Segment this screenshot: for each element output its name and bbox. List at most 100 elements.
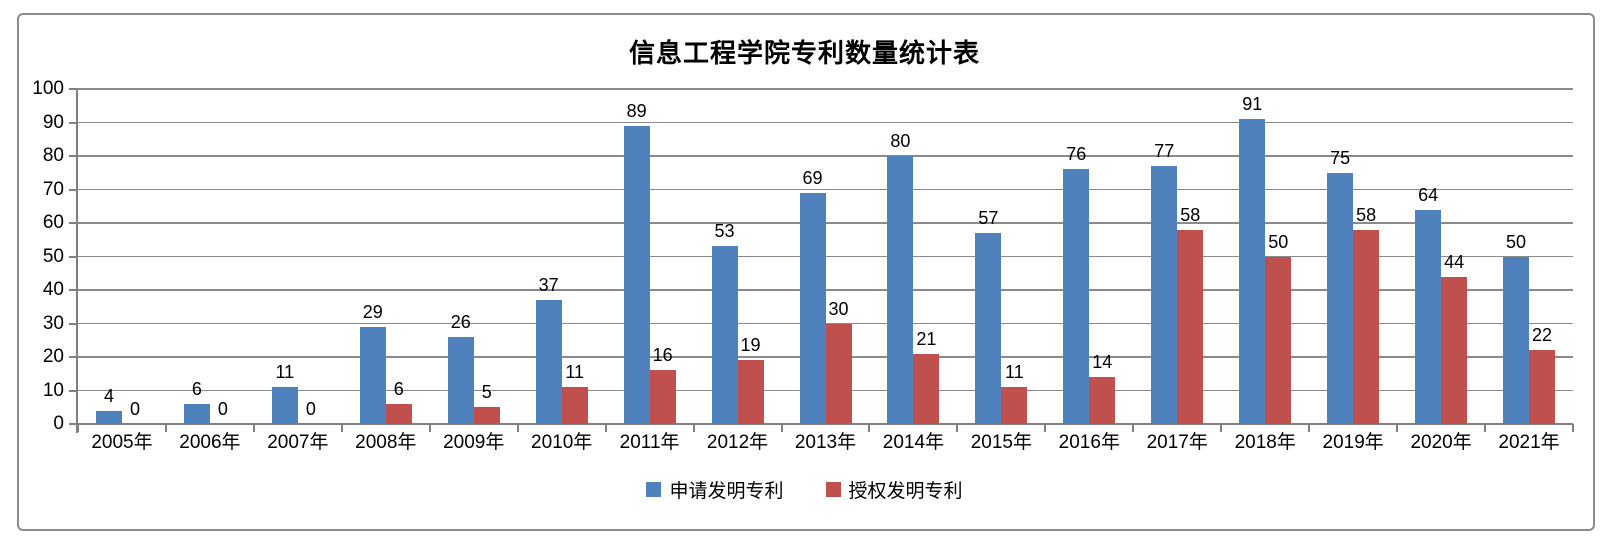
bar-value-label: 11 xyxy=(275,362,295,383)
bar-申请发明专利 xyxy=(183,403,210,424)
bar-申请发明专利 xyxy=(1063,169,1090,424)
legend-swatch-0 xyxy=(646,482,662,497)
y-axis-line xyxy=(76,89,78,433)
bar-授权发明专利 xyxy=(1177,229,1204,424)
y-axis-label: 100 xyxy=(32,78,64,99)
x-axis-label: 2019年 xyxy=(1322,432,1384,453)
bar-value-label: 76 xyxy=(1066,144,1087,165)
x-axis-tick xyxy=(77,424,79,432)
y-axis-tick xyxy=(69,255,78,258)
bar-value-label: 64 xyxy=(1418,184,1439,205)
legend-label-0: 申请发明专利 xyxy=(669,481,784,502)
x-axis-tick xyxy=(428,424,431,432)
bar-value-label: 75 xyxy=(1330,147,1351,168)
bar-授权发明专利 xyxy=(1441,276,1468,424)
x-axis-label: 2015年 xyxy=(970,432,1033,453)
bar-value-label: 14 xyxy=(1092,352,1113,373)
bar-授权发明专利 xyxy=(825,323,852,424)
y-axis-label: 90 xyxy=(42,111,64,133)
bar-授权发明专利 xyxy=(561,387,588,424)
bar-value-label: 50 xyxy=(1268,231,1289,252)
gridline xyxy=(78,155,1573,157)
y-axis-tick xyxy=(69,188,78,191)
x-axis-label: 2020年 xyxy=(1410,432,1472,453)
bar-value-label: 58 xyxy=(1180,204,1201,225)
x-axis-tick xyxy=(1396,424,1399,432)
y-axis-tick xyxy=(69,121,78,124)
bar-申请发明专利 xyxy=(535,300,562,424)
bar-授权发明专利 xyxy=(1089,377,1116,424)
bar-授权发明专利 xyxy=(737,360,764,424)
gridline xyxy=(78,121,1573,124)
x-axis-tick xyxy=(1484,424,1487,432)
x-axis-tick xyxy=(252,424,255,432)
x-axis-label: 2005年 xyxy=(91,432,153,453)
x-axis-label: 2018年 xyxy=(1234,432,1296,453)
bar-value-label: 21 xyxy=(916,328,937,349)
y-axis-tick xyxy=(69,356,78,358)
y-axis-tick xyxy=(69,423,78,425)
bar-value-label: 6 xyxy=(191,378,202,399)
y-axis-tick xyxy=(69,222,78,224)
x-axis-label: 2006年 xyxy=(179,432,241,453)
bar-授权发明专利 xyxy=(1529,350,1556,424)
bar-value-label: 50 xyxy=(1506,231,1527,252)
bar-授权发明专利 xyxy=(473,407,500,424)
y-axis-label: 30 xyxy=(42,312,64,334)
bar-申请发明专利 xyxy=(1415,209,1442,424)
y-axis-tick xyxy=(69,289,78,291)
legend-swatch-1 xyxy=(825,482,841,497)
y-axis-label: 0 xyxy=(53,413,64,434)
gridline xyxy=(78,289,1573,291)
bar-申请发明专利 xyxy=(271,387,298,424)
x-axis-label: 2012年 xyxy=(706,432,769,453)
gridline xyxy=(78,222,1573,224)
x-axis-tick xyxy=(340,424,343,432)
y-axis-label: 50 xyxy=(42,245,64,267)
bar-value-label: 11 xyxy=(1005,362,1024,383)
bar-value-label: 0 xyxy=(217,399,228,419)
x-axis-label: 2009年 xyxy=(443,432,505,453)
bar-value-label: 0 xyxy=(305,399,316,419)
x-axis-tick xyxy=(1132,424,1135,432)
x-axis-label: 2017年 xyxy=(1146,432,1208,453)
y-axis-label: 80 xyxy=(42,145,64,166)
gridline xyxy=(78,322,1573,325)
bar-申请发明专利 xyxy=(887,156,914,424)
x-axis-label: 2007年 xyxy=(267,432,329,453)
x-axis-tick xyxy=(1044,424,1047,432)
gridline xyxy=(78,255,1573,258)
x-axis-label: 2010年 xyxy=(531,432,593,453)
y-axis-label: 70 xyxy=(42,178,64,200)
bar-value-label: 4 xyxy=(103,385,114,406)
gridline xyxy=(78,188,1573,191)
x-axis-tick xyxy=(1572,424,1574,432)
bar-申请发明专利 xyxy=(1151,166,1178,424)
y-axis-label: 20 xyxy=(42,346,64,367)
y-axis-tick xyxy=(69,322,78,325)
x-axis-tick xyxy=(956,424,959,432)
x-axis-tick xyxy=(868,424,871,432)
bar-value-label: 69 xyxy=(802,167,823,188)
x-axis-label: 2008年 xyxy=(355,432,417,453)
x-axis-label: 2011年 xyxy=(619,432,680,453)
y-axis-label: 60 xyxy=(42,212,64,233)
bar-value-label: 57 xyxy=(978,208,999,229)
bar-value-label: 91 xyxy=(1242,94,1263,115)
bar-value-label: 16 xyxy=(652,345,673,366)
gridline xyxy=(78,88,1573,90)
bar-value-label: 37 xyxy=(538,275,559,296)
x-axis-tick xyxy=(164,424,167,432)
x-axis-label: 2013年 xyxy=(794,432,857,453)
x-axis-label: 2016年 xyxy=(1058,432,1120,453)
bar-申请发明专利 xyxy=(1239,119,1266,424)
bar-value-label: 11 xyxy=(565,362,585,383)
bar-申请发明专利 xyxy=(1503,256,1530,424)
bar-value-label: 77 xyxy=(1154,141,1175,162)
bar-申请发明专利 xyxy=(95,410,122,424)
bar-申请发明专利 xyxy=(1327,172,1354,424)
bar-value-label: 30 xyxy=(828,298,849,319)
bar-申请发明专利 xyxy=(799,192,826,424)
